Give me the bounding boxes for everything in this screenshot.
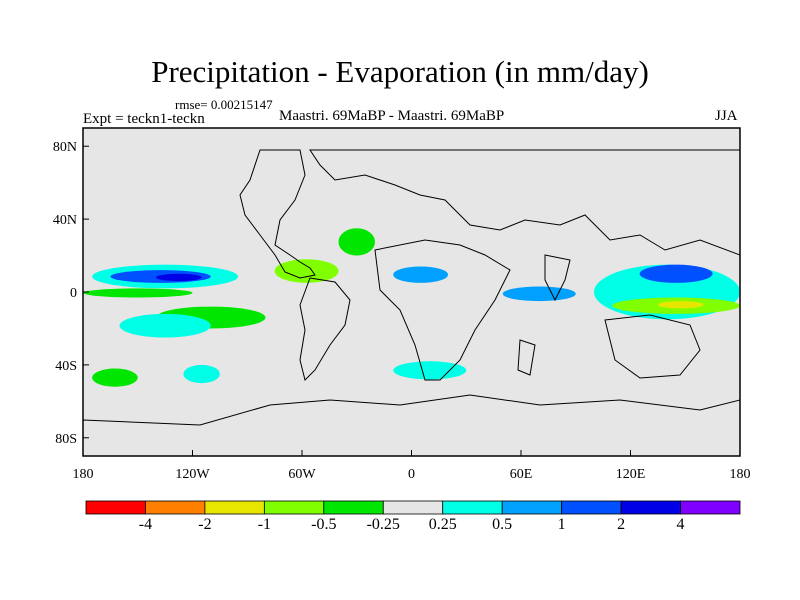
- x-tick-label: 60E: [510, 467, 533, 482]
- colorbar-swatch: [323, 500, 384, 515]
- field-positive-patch-south-pacific-east: [183, 364, 220, 384]
- x-tick-label: 60W: [288, 467, 316, 482]
- x-tick-label: 0: [408, 467, 415, 482]
- coastlines: [83, 149, 740, 456]
- field-negative-patch-south-pacific-west: [92, 368, 138, 387]
- season-label: JJA: [715, 108, 738, 124]
- colorbar-label: -4: [138, 516, 153, 533]
- colorbar-swatch: [263, 500, 325, 515]
- field-negative-band-pacific-equator: [83, 288, 193, 298]
- colorbar-swatch: [561, 500, 622, 515]
- colorbar-swatch: [204, 500, 265, 515]
- experiment-label: Expt = teckn1-teckn: [83, 111, 205, 127]
- y-tick-label: 40N: [53, 213, 77, 228]
- coastline-south-america: [299, 277, 351, 381]
- x-tick-label: 180: [73, 467, 94, 482]
- field-core-band-pacific-north: [156, 273, 202, 282]
- colorbar-swatch: [620, 500, 681, 515]
- field-positive-patch-pacific-south: [119, 313, 211, 338]
- y-tick-label: 40S: [55, 359, 77, 374]
- coastline-madagascar: [517, 339, 536, 376]
- axis-ticks: 180 120W 60W 0 60E 120E 180 80N 40N 0 40S 80S: [53, 140, 751, 482]
- map-title: Precipitation - Evaporation (in mm/day): [151, 54, 649, 89]
- field-yellow-core-south-west-pacific: [657, 301, 704, 309]
- colorbar: [85, 500, 741, 515]
- field-positive-band-indian: [502, 286, 576, 302]
- colorbar-swatch: [382, 500, 444, 515]
- coastline-eurasia: [309, 149, 740, 256]
- x-tick-label: 120E: [616, 467, 646, 482]
- colorbar-label: -0.5: [311, 516, 337, 533]
- coastline-australia: [604, 314, 701, 379]
- x-tick-label: 180: [730, 467, 751, 482]
- colorbar-label: 4: [676, 516, 685, 533]
- rmse-label: rmse= 0.00215147: [175, 97, 273, 112]
- colorbar-swatch: [501, 500, 563, 515]
- y-tick-label: 80S: [55, 432, 77, 447]
- colorbar-label: -1: [257, 516, 272, 533]
- case-label: Maastri. 69MaBP - Maastri. 69MaBP: [279, 108, 505, 124]
- field-positive-patch-south-atlantic: [393, 361, 467, 380]
- coastline-north-america: [239, 149, 316, 279]
- field-negative-patch-atlantic-north: [338, 228, 375, 256]
- colorbar-label: 2: [617, 516, 626, 533]
- colorbar-label: -0.25: [366, 516, 400, 533]
- colorbar-swatch: [442, 500, 503, 515]
- colorbar-label: 1: [557, 516, 566, 533]
- colorbar-label: -2: [198, 516, 212, 533]
- colorbar-label: 0.5: [492, 516, 513, 533]
- x-tick-label: 120W: [175, 467, 210, 482]
- field-strong-band-west-pacific: [639, 264, 713, 283]
- colorbar-swatch: [145, 500, 206, 515]
- colorbar-label: 0.25: [428, 516, 457, 533]
- colorbar-swatch: [85, 500, 146, 515]
- anomaly-field: [83, 228, 740, 387]
- coastline-india: [544, 254, 571, 302]
- y-tick-label: 0: [70, 286, 77, 301]
- field-negative-patch-central-america: [274, 259, 339, 283]
- y-tick-label: 80N: [53, 140, 77, 155]
- field-positive-patch-africa-west: [393, 266, 448, 283]
- coastline-africa: [374, 239, 511, 381]
- coastline-antarctica: [83, 394, 740, 456]
- colorbar-swatch: [680, 500, 741, 515]
